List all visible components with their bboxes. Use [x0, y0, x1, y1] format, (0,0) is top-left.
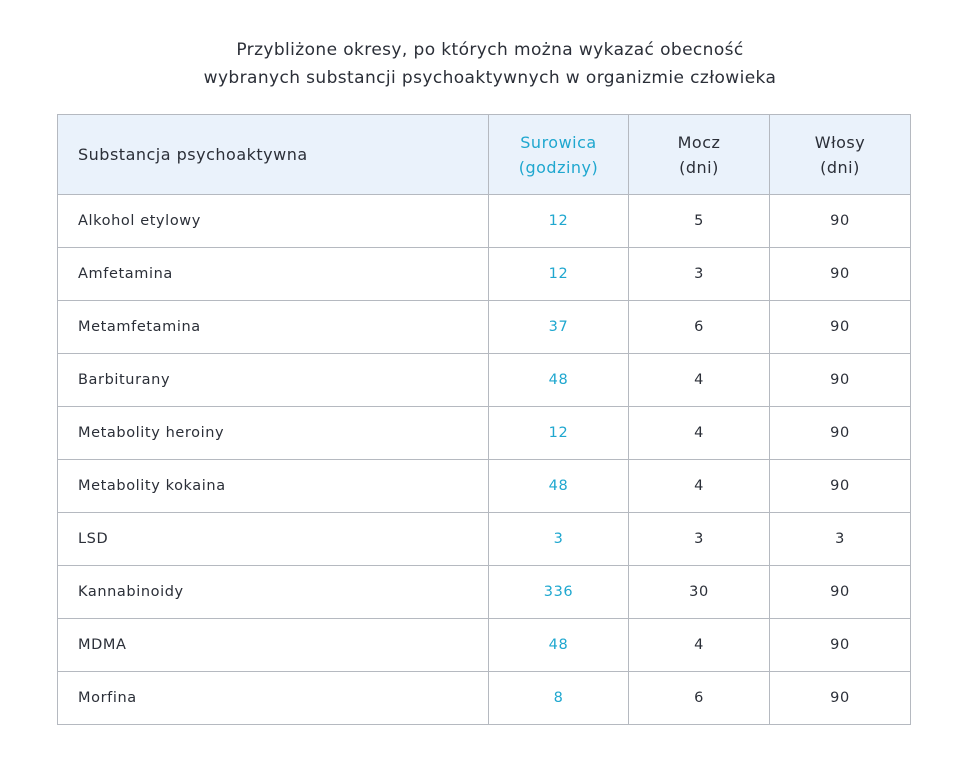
urine-days-cell: 4: [628, 459, 770, 513]
table-title: Przybliżone okresy, po których można wyk…: [0, 36, 980, 92]
substance-cell: Metabolity kokaina: [57, 459, 489, 513]
serum-hours-cell: 8: [488, 671, 629, 725]
column-header-urine: Mocz (dni): [628, 114, 770, 195]
serum-hours-cell: 336: [488, 565, 629, 619]
urine-days-cell: 4: [628, 353, 770, 407]
table-row: Barbiturany 48 4 90: [57, 353, 911, 407]
serum-hours-cell: 3: [488, 512, 629, 566]
urine-days-cell: 6: [628, 300, 770, 354]
urine-days-cell: 3: [628, 247, 770, 301]
column-header-urine-label: Mocz: [677, 132, 721, 152]
substance-cell: Metabolity heroiny: [57, 406, 489, 460]
table-row: Amfetamina 12 3 90: [57, 247, 911, 301]
column-header-urine-unit: (dni): [679, 157, 719, 177]
table-row: Kannabinoidy 336 30 90: [57, 565, 911, 619]
column-header-substance: Substancja psychoaktywna: [57, 114, 489, 195]
substance-cell: Alkohol etylowy: [57, 194, 489, 248]
hair-days-cell: 3: [769, 512, 911, 566]
serum-hours-cell: 48: [488, 459, 629, 513]
table-row: LSD 3 3 3: [57, 512, 911, 566]
table-row: Metabolity kokaina 48 4 90: [57, 459, 911, 513]
column-header-hair: Włosy (dni): [769, 114, 911, 195]
column-header-serum-label: Surowica: [520, 132, 597, 152]
table-row: Morfina 8 6 90: [57, 671, 911, 725]
substance-cell: Metamfetamina: [57, 300, 489, 354]
column-header-hair-label: Włosy: [814, 132, 866, 152]
hair-days-cell: 90: [769, 618, 911, 672]
serum-hours-cell: 12: [488, 406, 629, 460]
substance-cell: LSD: [57, 512, 489, 566]
urine-days-cell: 6: [628, 671, 770, 725]
serum-hours-cell: 12: [488, 194, 629, 248]
table-title-line-1: Przybliżone okresy, po których można wyk…: [236, 40, 744, 60]
column-header-substance-label: Substancja psychoaktywna: [78, 145, 308, 164]
substance-cell: Barbiturany: [57, 353, 489, 407]
serum-hours-cell: 48: [488, 618, 629, 672]
column-header-serum: Surowica (godziny): [488, 114, 629, 195]
hair-days-cell: 90: [769, 565, 911, 619]
table-row: MDMA 48 4 90: [57, 618, 911, 672]
serum-hours-cell: 37: [488, 300, 629, 354]
column-header-serum-unit: (godziny): [518, 157, 599, 177]
hair-days-cell: 90: [769, 671, 911, 725]
table-row: Metamfetamina 37 6 90: [57, 300, 911, 354]
urine-days-cell: 4: [628, 406, 770, 460]
urine-days-cell: 30: [628, 565, 770, 619]
table-row: Alkohol etylowy 12 5 90: [57, 194, 911, 248]
substance-cell: MDMA: [57, 618, 489, 672]
hair-days-cell: 90: [769, 406, 911, 460]
urine-days-cell: 3: [628, 512, 770, 566]
substance-cell: Morfina: [57, 671, 489, 725]
column-header-hair-unit: (dni): [820, 157, 860, 177]
substance-cell: Amfetamina: [57, 247, 489, 301]
hair-days-cell: 90: [769, 300, 911, 354]
urine-days-cell: 5: [628, 194, 770, 248]
table-title-line-2: wybranych substancji psychoaktywnych w o…: [203, 68, 777, 88]
hair-days-cell: 90: [769, 247, 911, 301]
urine-days-cell: 4: [628, 618, 770, 672]
hair-days-cell: 90: [769, 459, 911, 513]
hair-days-cell: 90: [769, 353, 911, 407]
serum-hours-cell: 48: [488, 353, 629, 407]
table-header: Substancja psychoaktywna Surowica (godzi…: [57, 114, 911, 195]
hair-days-cell: 90: [769, 194, 911, 248]
detection-times-table: Substancja psychoaktywna Surowica (godzi…: [57, 114, 911, 725]
substance-cell: Kannabinoidy: [57, 565, 489, 619]
table-body: Alkohol etylowy 12 5 90 Amfetamina 12 3 90 Metam…: [57, 194, 911, 725]
serum-hours-cell: 12: [488, 247, 629, 301]
header-row: Substancja psychoaktywna Surowica (godzi…: [57, 114, 911, 195]
table-row: Metabolity heroiny 12 4 90: [57, 406, 911, 460]
